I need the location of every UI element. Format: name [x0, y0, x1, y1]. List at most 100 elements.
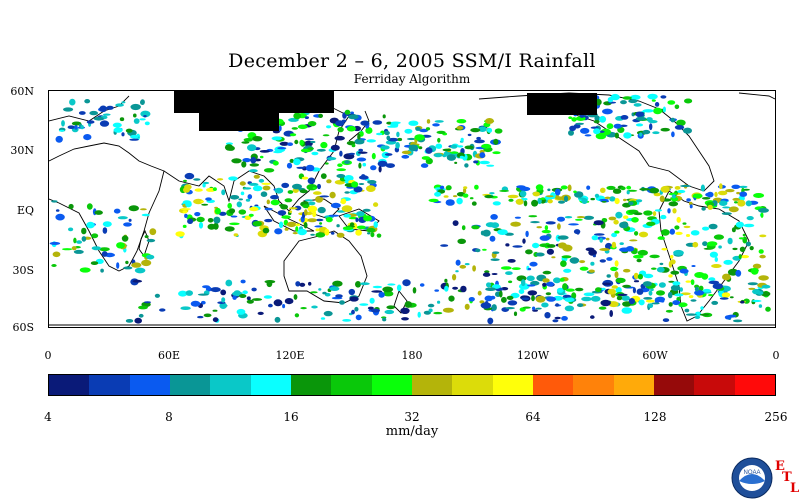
no-data-region [174, 91, 334, 113]
rain-cell [86, 221, 95, 229]
rain-cell [244, 215, 251, 220]
rain-cell [183, 200, 191, 203]
rain-cell [320, 317, 326, 320]
rain-cell [376, 132, 383, 136]
etl-letter-e: E [775, 459, 785, 474]
rain-cell [183, 179, 187, 182]
rain-cell [521, 279, 526, 287]
rain-cell [330, 202, 341, 209]
rain-cell [670, 117, 676, 123]
rain-cell [355, 217, 359, 223]
rain-cell [140, 110, 151, 118]
rain-cell [585, 247, 595, 252]
rain-cell [653, 192, 661, 197]
rain-cell [359, 282, 370, 286]
rain-cell [526, 275, 535, 282]
rain-cell [400, 307, 410, 314]
rain-cell [455, 259, 461, 266]
rain-cell [332, 280, 343, 287]
rain-cell [482, 272, 491, 277]
rain-cell [731, 184, 741, 189]
rain-cell [212, 309, 218, 312]
rain-cell [528, 215, 538, 218]
rain-cell [739, 191, 748, 197]
rain-cell [293, 112, 302, 120]
rain-cell [434, 289, 440, 292]
rain-cell [304, 199, 313, 202]
rain-cell [660, 127, 670, 132]
rain-cell [138, 313, 144, 318]
rain-cell [565, 288, 575, 292]
rain-cells [49, 91, 771, 325]
lon-label-120w: 120W [516, 349, 550, 362]
rain-cell [476, 136, 481, 140]
rain-cell [243, 138, 253, 142]
rain-cell [351, 181, 359, 188]
rain-cell [355, 281, 361, 288]
rain-cell [175, 231, 185, 237]
rain-cell [322, 291, 327, 295]
rain-cell [552, 319, 559, 323]
rain-cell [621, 307, 633, 314]
rain-cell [76, 240, 82, 244]
rain-cell [712, 283, 723, 290]
rain-cell [573, 190, 577, 194]
rain-cell [426, 119, 431, 124]
rain-cell [460, 285, 467, 293]
rain-cell [505, 243, 510, 247]
rain-cell [102, 113, 111, 116]
rain-cell [139, 118, 146, 121]
rain-cell [694, 315, 701, 319]
rain-cell [507, 194, 519, 199]
rain-cell [307, 147, 314, 150]
rain-cell [719, 183, 723, 190]
rain-cell [67, 125, 75, 129]
rain-cell [662, 106, 667, 113]
rain-cell [408, 120, 419, 126]
rain-cell [442, 307, 454, 313]
rain-cell [620, 115, 629, 120]
rain-cell [319, 195, 330, 198]
rain-cell [626, 185, 632, 190]
rain-cell [230, 215, 238, 218]
colorbar-tick: 8 [165, 410, 173, 424]
rain-cell [128, 218, 132, 222]
rain-cell [600, 128, 612, 136]
rain-cell [739, 246, 746, 252]
rain-cell [614, 198, 620, 205]
rain-cell [453, 195, 458, 198]
rain-cell [116, 262, 120, 269]
rain-cell [303, 222, 308, 229]
rain-cell [608, 216, 617, 221]
rain-cell [190, 300, 201, 307]
rain-cell [484, 194, 494, 199]
rain-cell [433, 311, 443, 315]
rain-cell [546, 248, 554, 255]
rain-cell [319, 222, 323, 225]
rain-cell [606, 185, 616, 190]
rain-cell [660, 214, 667, 220]
rain-cell [732, 247, 738, 251]
rain-cell [299, 189, 308, 194]
rain-cell [252, 221, 262, 227]
rain-cell [657, 236, 665, 240]
rain-cell [117, 216, 128, 220]
rain-cell [616, 296, 623, 301]
rain-cell [306, 184, 318, 191]
rain-cell [724, 315, 732, 320]
rain-cell [68, 227, 74, 232]
rain-cell [336, 174, 346, 178]
rain-cell [378, 165, 382, 173]
rain-cell [159, 308, 166, 312]
rain-cell [130, 134, 139, 139]
rain-cell [581, 198, 588, 204]
rain-cell [648, 290, 653, 296]
rain-cell [633, 103, 642, 107]
rain-cell [542, 270, 552, 275]
rain-cell [372, 285, 383, 289]
rain-cell [274, 228, 283, 235]
rain-cell [553, 277, 561, 284]
rain-cell [674, 125, 685, 130]
rain-cell [241, 141, 250, 144]
rain-cell [372, 120, 383, 125]
